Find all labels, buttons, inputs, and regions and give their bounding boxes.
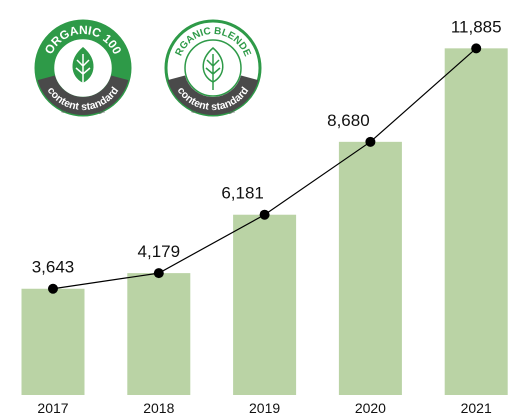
bar: [21, 288, 85, 395]
bar: [338, 141, 402, 395]
marker: [471, 43, 482, 54]
logo-credit: ©TextileExchange: [191, 108, 235, 115]
x-tick-label: 2019: [249, 400, 280, 416]
logo-band: [37, 75, 129, 115]
bar: [233, 214, 297, 395]
bar: [444, 48, 508, 396]
data-label: 11,885: [451, 17, 502, 36]
x-tick-label: 2017: [37, 400, 68, 416]
bar: [127, 273, 191, 395]
data-label: 6,181: [221, 184, 264, 203]
logo-leaf-vein: [205, 54, 221, 90]
x-tick-label: 2021: [461, 400, 492, 416]
x-tick-label: 2018: [143, 400, 174, 416]
logo-leaf-vein: [75, 54, 91, 90]
marker: [48, 283, 58, 294]
x-tick-label: 2020: [355, 400, 386, 416]
logo-band: [167, 75, 259, 116]
marker: [365, 136, 376, 147]
data-label: 3,643: [32, 258, 75, 277]
data-label: 8,680: [327, 111, 370, 130]
data-label: 4,179: [138, 242, 181, 261]
marker: [153, 268, 164, 279]
logo-credit: ©TextileExchange: [61, 108, 105, 115]
marker: [259, 209, 270, 220]
